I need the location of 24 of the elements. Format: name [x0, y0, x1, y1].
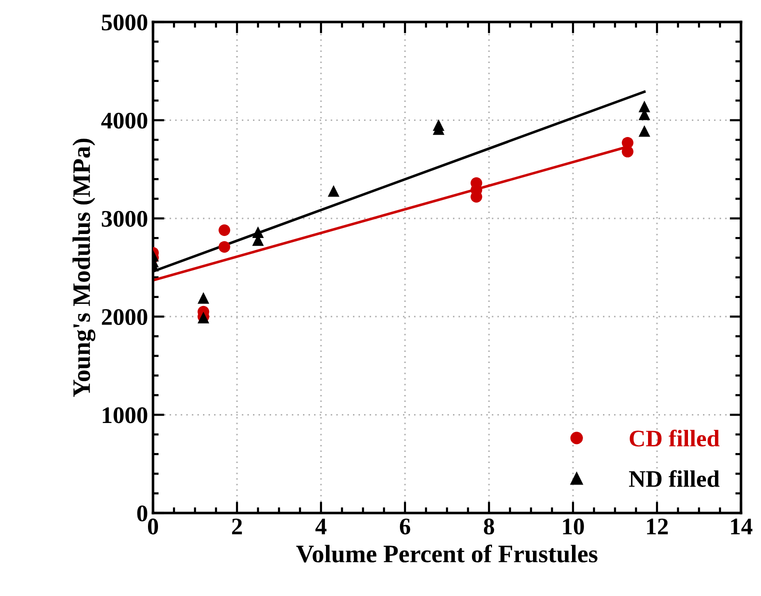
point	[328, 185, 340, 197]
point	[218, 241, 230, 253]
y-tick-label: 3000	[102, 210, 148, 227]
y-tick-label: 2000	[102, 309, 148, 326]
point	[218, 224, 230, 236]
y-tick-label: 0	[137, 505, 148, 522]
y-axis-title: Young's Modulus (MPa)	[72, 138, 96, 397]
legend-label: CD filled	[630, 430, 720, 447]
x-tick-label: 12	[647, 518, 668, 534]
point	[198, 292, 210, 304]
x-axis-title: Volume Percent of Frustules	[296, 544, 598, 563]
x-tick-label: 8	[484, 518, 494, 534]
point	[622, 146, 634, 158]
point	[638, 125, 650, 137]
x-tick-label: 6	[400, 518, 410, 534]
x-tick-label: 10	[563, 518, 584, 534]
y-tick-label: 5000	[102, 14, 148, 30]
y-tick-label: 4000	[101, 112, 148, 129]
x-tick-label: 14	[731, 518, 752, 534]
y-tick-label: 1000	[102, 407, 148, 424]
x-tick-label: 2	[232, 518, 242, 534]
x-tick-label: 0	[148, 518, 158, 534]
x-tick-label: 4	[315, 518, 326, 534]
legend-label: ND filled	[629, 470, 720, 487]
